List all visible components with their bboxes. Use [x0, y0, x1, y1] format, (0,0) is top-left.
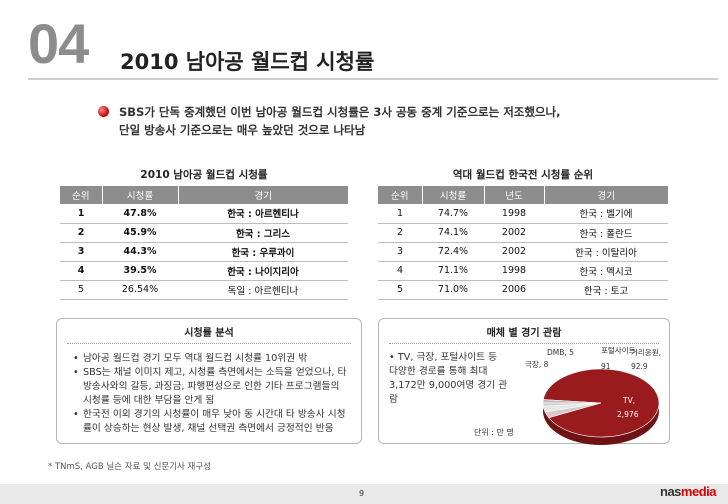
page-number: 9 — [359, 489, 365, 498]
table-cell: 한국 : 토고 — [544, 280, 668, 300]
brand-logo: nasmedia — [660, 484, 716, 499]
column-header: 순위 — [60, 186, 103, 204]
table-2010-title: 2010 남아공 월드컵 시청률 — [140, 169, 268, 181]
table-cell: 2002 — [484, 242, 544, 262]
column-header: 년도 — [484, 186, 545, 204]
pie-label-street-name: 거리응원, — [631, 348, 661, 357]
pie-label-theater: 극장, 8 — [525, 359, 549, 369]
pie-label-tv-name: TV, — [622, 396, 635, 405]
table-row: 5 26.54% 독일 : 아르헨티나 — [60, 280, 348, 300]
table-cell: 72.4% — [422, 242, 484, 262]
table-cell: 독일 : 아르헨티나 — [178, 280, 348, 300]
ratings-2010-table: 순위 시청률 경기 1 47.8% 한국 : 아르헨티나 2 45.9% 한국 … — [60, 186, 348, 300]
table-cell: 한국 : 아르헨티나 — [178, 204, 348, 224]
analysis-panel: 시청률 분석 남아공 월드컵 경기 모두 역대 월드컵 시청률 10위권 밖 S… — [56, 318, 362, 444]
table-cell: 한국 : 우루과이 — [178, 242, 348, 262]
table-row: 5 71.0% 2006 한국 : 토고 — [378, 280, 668, 300]
table-row: 1 47.8% 한국 : 아르헨티나 — [60, 204, 348, 224]
table-cell: 4 — [60, 261, 102, 281]
table-cell: 1998 — [484, 204, 544, 224]
table-cell: 한국 : 이탈리아 — [544, 242, 668, 262]
table-cell: 45.9% — [102, 223, 178, 243]
table-cell: 44.3% — [102, 242, 178, 262]
table-cell: 한국 : 멕시코 — [544, 261, 668, 281]
column-header: 경기 — [544, 186, 668, 204]
table-row: 4 71.1% 1998 한국 : 멕시코 — [378, 261, 668, 281]
table-cell: 1998 — [484, 261, 544, 281]
brand-logo-main: nas — [660, 484, 681, 499]
table-cell: 3 — [378, 242, 422, 262]
media-title: 매체 별 경기 관람 — [486, 328, 562, 339]
table-cell: 74.1% — [422, 223, 484, 243]
table-cell: 5 — [60, 280, 102, 300]
media-description: TV, 극장, 포털사이트 등 다양한 경로를 통해 최대 3,172만 9,0… — [389, 352, 508, 405]
table-cell: 39.5% — [102, 261, 178, 281]
pie-chart-svg: DMB, 5 극장, 8 포털사이트, 91 거리응원, 92.9 TV, 2,… — [525, 345, 661, 445]
column-header: 시청률 — [102, 186, 179, 204]
panel-divider — [389, 343, 659, 344]
table-cell: 71.1% — [422, 261, 484, 281]
summary-block: SBS가 단독 중계했던 이번 남아공 월드컵 시청률은 3사 공동 중계 기준… — [98, 103, 658, 139]
table-cell: 74.7% — [422, 204, 484, 224]
footer-bar — [0, 484, 728, 504]
media-text: • TV, 극장, 포털사이트 등 다양한 경로를 통해 최대 3,172만 9… — [389, 352, 508, 405]
table-header-row: 순위 시청률 년도 경기 — [378, 186, 668, 204]
section-number: 04 — [28, 12, 89, 75]
panel-divider — [67, 343, 351, 344]
table-row: 1 74.7% 1998 한국 : 벨기에 — [378, 204, 668, 224]
table-cell: 한국 : 나이지리아 — [178, 261, 348, 281]
table-cell: 47.8% — [102, 204, 178, 224]
table-cell: 1 — [60, 204, 102, 224]
table-cell: 2002 — [484, 223, 544, 243]
table-cell: 26.54% — [102, 280, 178, 300]
table-cell: 한국 : 벨기에 — [544, 204, 668, 224]
table-cell: 한국 : 그리스 — [178, 223, 348, 243]
table-row: 4 39.5% 한국 : 나이지리아 — [60, 261, 348, 281]
pie-slice-theater — [542, 399, 602, 404]
table-cell: 2 — [378, 223, 422, 243]
table-row: 2 74.1% 2002 한국 : 폴란드 — [378, 223, 668, 243]
table-cell: 5 — [378, 280, 422, 300]
pie-label-street-value: 92.9 — [631, 362, 648, 371]
analysis-bullet: 한국전 이외 경기의 시청률이 매우 낮아 동 시간대 타 방송사 시청률이 상… — [73, 408, 351, 436]
table-cell: 1 — [378, 204, 422, 224]
summary-line-2: 단일 방송사 기준으로는 매우 높았던 것으로 나타남 — [119, 123, 366, 137]
table-cell: 71.0% — [422, 280, 484, 300]
table-cell: 3 — [60, 242, 102, 262]
analysis-bullet: 남아공 월드컵 경기 모두 역대 월드컵 시청률 10위권 밖 — [73, 352, 351, 366]
table-cell: 2 — [60, 223, 102, 243]
column-header: 경기 — [178, 186, 348, 204]
table-history-title: 역대 월드컵 한국전 시청률 순위 — [452, 169, 594, 181]
page-title: 2010 남아공 월드컵 시청률 — [120, 50, 375, 74]
summary-text: SBS가 단독 중계했던 이번 남아공 월드컵 시청률은 3사 공동 중계 기준… — [119, 103, 560, 139]
pie-label-dmb: DMB, 5 — [547, 348, 574, 357]
title-divider — [28, 78, 718, 80]
pie-label-portal-value: 91 — [601, 362, 611, 371]
pie-label-tv-value: 2,976 — [617, 410, 639, 419]
brand-logo-accent: media — [680, 484, 717, 499]
media-pie-chart: DMB, 5 극장, 8 포털사이트, 91 거리응원, 92.9 TV, 2,… — [497, 341, 665, 449]
analysis-list: 남아공 월드컵 경기 모두 역대 월드컵 시청률 10위권 밖 SBS는 채널 … — [57, 344, 361, 436]
table-cell: 2006 — [484, 280, 544, 300]
media-panel: 매체 별 경기 관람 • TV, 극장, 포털사이트 등 다양한 경로를 통해 … — [378, 318, 670, 445]
table-row: 3 72.4% 2002 한국 : 이탈리아 — [378, 242, 668, 262]
summary-line-1: SBS가 단독 중계했던 이번 남아공 월드컵 시청률은 3사 공동 중계 기준… — [119, 105, 561, 119]
table-cell: 한국 : 폴란드 — [544, 223, 668, 243]
pie-label-portal-name: 포털사이트, — [601, 345, 638, 355]
column-header: 시청률 — [422, 186, 485, 204]
table-cell: 4 — [378, 261, 422, 281]
footnote: * TNmS, AGB 닐슨 자료 및 신문기사 재구성 — [48, 462, 212, 472]
column-header: 순위 — [378, 186, 423, 204]
table-row: 3 44.3% 한국 : 우루과이 — [60, 242, 348, 262]
pie-slice-tv — [542, 368, 660, 438]
red-bullet-icon — [98, 106, 109, 117]
analysis-title: 시청률 분석 — [184, 328, 234, 339]
table-header-row: 순위 시청률 경기 — [60, 186, 348, 204]
table-row: 2 45.9% 한국 : 그리스 — [60, 223, 348, 243]
unit-note: 단위 : 만 명 — [474, 428, 514, 437]
analysis-bullet: SBS는 채널 이미지 제고, 시청률 측면에서는 소득을 얻었으나, 타 방송… — [73, 366, 351, 408]
ratings-history-table: 순위 시청률 년도 경기 1 74.7% 1998 한국 : 벨기에 2 74.… — [378, 186, 668, 300]
